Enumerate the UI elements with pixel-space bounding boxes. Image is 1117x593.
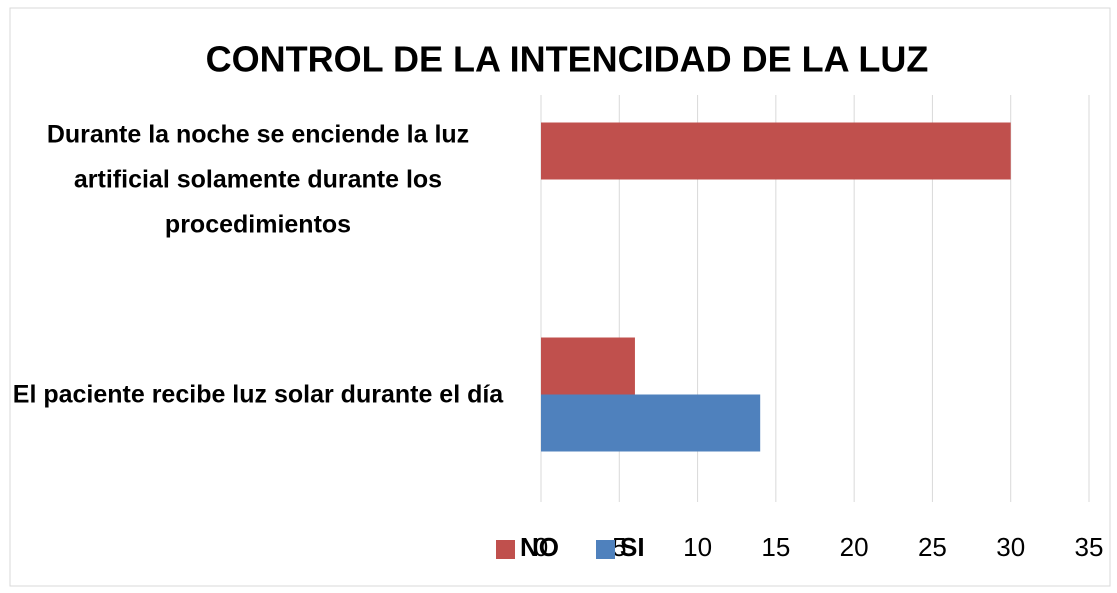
legend-swatch: [596, 540, 615, 559]
category-label: El paciente recibe luz solar durante el …: [12, 380, 504, 408]
chart-border: [9, 7, 1111, 587]
bar: [541, 394, 761, 452]
legend-label: SI: [620, 532, 645, 562]
chart-title: CONTROL DE LA INTENCIDAD DE LA LUZ: [206, 39, 929, 80]
x-tick-label: 10: [683, 532, 712, 562]
x-tick-label: 0: [534, 532, 548, 562]
bar: [541, 122, 1011, 180]
bar: [541, 337, 635, 395]
x-tick-label: 25: [918, 532, 947, 562]
x-tick-label: 15: [761, 532, 790, 562]
x-tick-label: 30: [996, 532, 1025, 562]
x-tick-label: 5: [612, 532, 626, 562]
category-label: Durante la noche se enciende la luz arti…: [46, 120, 470, 238]
legend-swatch: [496, 540, 515, 559]
legend-label: NO: [520, 532, 559, 562]
x-tick-label: 20: [840, 532, 869, 562]
x-tick-label: 35: [1075, 532, 1104, 562]
